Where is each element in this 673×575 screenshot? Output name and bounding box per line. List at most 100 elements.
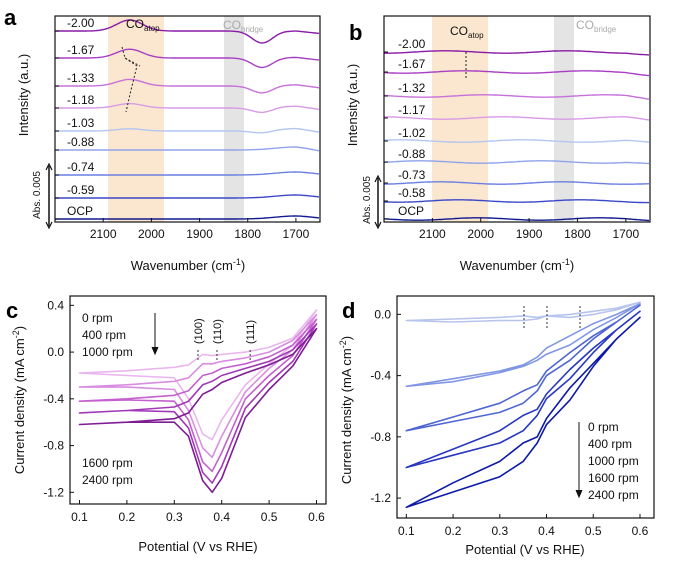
scale-label-a: Abs. 0.005 [32, 171, 43, 219]
spectrum-a-1 [55, 48, 320, 69]
x-tick-label-c-3: 0.4 [213, 510, 230, 524]
x-tick-label-c-0: 0.1 [71, 510, 88, 524]
scale-bar-a-arrow-bottom [45, 221, 53, 230]
trace-label-a-8: OCP [67, 204, 93, 218]
y-axis-label-b: Intensity (a.u.) [345, 64, 360, 146]
legend-d-1: 400 rpm [588, 437, 632, 451]
x-tick-label-c-2: 0.3 [166, 510, 183, 524]
cv-curve-c-3 [78, 323, 318, 484]
legend-c: 0 rpm 400 rpm 1000 rpm 1600 rpm 2400 rpm [82, 311, 159, 487]
facet-label-c-1: (110) [212, 319, 224, 344]
legend-d-3: 1600 rpm [588, 471, 639, 485]
spectrum-b-3 [384, 116, 650, 121]
x-tick-label-a-4: 1700 [283, 227, 310, 241]
atop-band-a [108, 16, 164, 222]
trace-labels-b: -2.00 -1.67 -1.32 -1.17 -1.02 -0.88 -0.73 -0.58… [398, 37, 426, 218]
legend-d: 0 rpm 400 rpm 1000 rpm 1600 rpm 2400 rpm [575, 420, 639, 502]
panel-letter-a: a [4, 5, 17, 30]
legend-c-4: 2400 rpm [82, 473, 133, 487]
scale-bar-b-arrow-top [374, 174, 382, 183]
spectra-b [383, 50, 650, 222]
legend-c-2: 1000 rpm [82, 345, 133, 359]
plot-frame-c [69, 295, 327, 505]
y-tick-label-c-2: -0.4 [43, 392, 64, 406]
y-axis-label-d: Current density (mA cm-2) [338, 336, 354, 484]
trace-label-b-5: -0.88 [398, 147, 426, 161]
trace-label-a-0: -2.00 [67, 16, 95, 30]
cv-curve-d-2 [405, 304, 641, 432]
y-ticks-c: 0.4 0.0 -0.4 -0.8 -1.2 [43, 298, 74, 499]
legend-c-1: 400 rpm [82, 328, 126, 342]
trace-label-b-1: -1.67 [398, 57, 426, 71]
y-tick-label-c-3: -0.8 [43, 439, 64, 453]
x-tick-label-a-2: 1900 [186, 227, 213, 241]
cv-curve-c-1 [78, 313, 318, 459]
x-axis-label-a: Wavenumber (cm-1) [131, 257, 245, 273]
spectrum-b-0 [384, 50, 650, 56]
spectra-a [55, 19, 320, 220]
y-tick-label-c-4: -1.2 [43, 485, 64, 499]
panel-c: 0.1 0.2 0.3 0.4 0.5 0.6 0.4 0.0 -0.4 -0.8 -1.2 (1… [6, 295, 327, 554]
panel-letter-d: d [342, 298, 355, 323]
legend-c-arrowhead [151, 346, 159, 356]
x-tick-label-d-4: 0.5 [585, 524, 602, 538]
peak-trend-a-branch [124, 57, 141, 67]
legend-d-2: 1000 rpm [588, 454, 639, 468]
x-axis-label-c: Potential (V vs RHE) [138, 539, 257, 554]
panel-letter-b: b [349, 20, 362, 45]
trace-labels-a: -2.00 -1.67 -1.33 -1.18 -1.03 -0.88 -0.74 -0.59… [67, 16, 95, 218]
spectrum-a-8 [55, 215, 320, 220]
trace-label-a-1: -1.67 [67, 43, 95, 57]
co-atop-label-b: COatop [450, 24, 484, 40]
x-tick-label-d-2: 0.3 [491, 524, 508, 538]
trace-label-a-2: -1.33 [67, 71, 95, 85]
cv-curves-d [405, 301, 641, 509]
x-tick-label-d-0: 0.1 [398, 524, 415, 538]
y-tick-label-c-0: 0.4 [47, 298, 64, 312]
trace-label-b-7: -0.58 [398, 186, 426, 200]
scale-bar-a-arrow-top [45, 162, 53, 171]
cv-curve-d-1 [405, 302, 641, 388]
facet-annotations-c: (100) (110) (111) [193, 318, 257, 362]
trace-label-b-8: OCP [398, 204, 424, 218]
x-ticks-b: 2100 2000 1900 1800 1700 [384, 51, 639, 241]
x-tick-label-d-3: 0.4 [538, 524, 555, 538]
x-axis-label-d: Potential (V vs RHE) [465, 542, 584, 557]
trace-label-a-7: -0.59 [67, 183, 95, 197]
cv-curves-c [78, 309, 318, 494]
x-tick-label-b-0: 2100 [419, 227, 446, 241]
x-tick-label-d-5: 0.6 [632, 524, 649, 538]
x-tick-label-c-4: 0.5 [261, 510, 278, 524]
spectrum-a-7 [55, 194, 320, 199]
cv-curve-c-2 [78, 318, 318, 473]
legend-c-0: 0 rpm [82, 311, 113, 325]
legend-d-4: 2400 rpm [588, 488, 639, 502]
x-tick-label-b-3: 1800 [564, 227, 591, 241]
y-tick-label-d-3: -1.2 [370, 491, 391, 505]
x-tick-label-c-5: 0.6 [308, 510, 325, 524]
panel-letter-c: c [6, 298, 18, 323]
y-ticks-d: 0.0 -0.4 -0.8 -1.2 [370, 307, 401, 505]
facet-label-c-2: (111) [245, 320, 257, 344]
trace-label-a-6: -0.74 [67, 160, 95, 174]
x-tick-label-b-4: 1700 [612, 227, 639, 241]
x-ticks-d: 0.1 0.2 0.3 0.4 0.5 0.6 [398, 514, 649, 538]
x-ticks-a: 2100 2000 1900 1800 1700 [55, 30, 310, 241]
facet-label-c-0: (100) [193, 318, 205, 344]
spectrum-b-7 [383, 199, 649, 204]
y-tick-label-d-1: -0.4 [370, 369, 391, 383]
spectrum-a-0 [55, 19, 320, 44]
trace-label-a-3: -1.18 [67, 93, 95, 107]
panel-d: 0.1 0.2 0.3 0.4 0.5 0.6 0.0 -0.4 -0.8 -1.2 d 0 r… [338, 295, 655, 557]
spectrum-b-5 [383, 160, 650, 165]
cv-curve-c-4 [78, 327, 318, 494]
x-ticks-c: 0.1 0.2 0.3 0.4 0.5 0.6 [71, 500, 325, 524]
y-tick-label-c-1: 0.0 [47, 345, 64, 359]
legend-d-arrowhead [575, 489, 583, 499]
spectrum-b-4 [383, 139, 650, 143]
x-tick-label-a-3: 1800 [234, 227, 261, 241]
x-tick-label-a-1: 2000 [138, 227, 165, 241]
cv-curve-d-0 [405, 301, 641, 323]
co-atop-label-a: COatop [126, 17, 160, 33]
